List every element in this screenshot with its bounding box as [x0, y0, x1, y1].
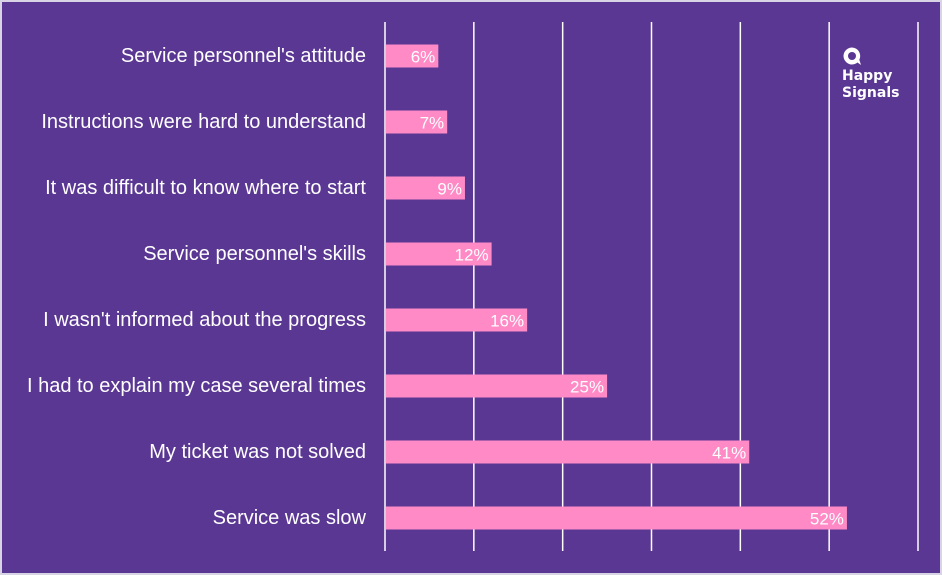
category-labels: Service personnel's attitude Instructions…: [27, 45, 367, 529]
logo-text-happy: Happy: [842, 68, 893, 84]
bar: [386, 44, 439, 68]
happy-signals-logo: Happy Signals: [842, 46, 899, 102]
value-label: 41%: [712, 444, 746, 463]
bar: [386, 242, 492, 266]
category-label: I wasn't informed about the progress: [43, 309, 366, 331]
value-label: 16%: [490, 312, 524, 331]
value-label: 9%: [437, 180, 462, 199]
logo-text-signals: Signals: [842, 85, 900, 101]
value-label: 6%: [411, 48, 436, 67]
bars: [386, 44, 847, 530]
category-label: Instructions were hard to understand: [41, 111, 366, 133]
bar: [386, 176, 465, 200]
bar: [386, 308, 528, 332]
category-label: It was difficult to know where to start: [45, 177, 366, 199]
category-label: Service personnel's attitude: [121, 45, 366, 67]
value-label: 12%: [455, 246, 489, 265]
category-label: Service personnel's skills: [143, 243, 366, 265]
category-label: I had to explain my case several times: [27, 375, 366, 397]
bar: [386, 110, 448, 134]
value-labels: 6% 7% 9% 12% 16% 25% 41% 52%: [411, 48, 844, 529]
value-label: 25%: [570, 378, 604, 397]
value-label: 52%: [810, 510, 844, 529]
bar: [386, 440, 750, 464]
category-label: Service was slow: [213, 507, 367, 529]
bar: [386, 506, 847, 530]
category-label: My ticket was not solved: [149, 441, 366, 463]
speech-bubble-icon: [843, 47, 861, 65]
value-label: 7%: [420, 114, 445, 133]
grid-lines: [384, 22, 919, 551]
bar: [386, 374, 608, 398]
